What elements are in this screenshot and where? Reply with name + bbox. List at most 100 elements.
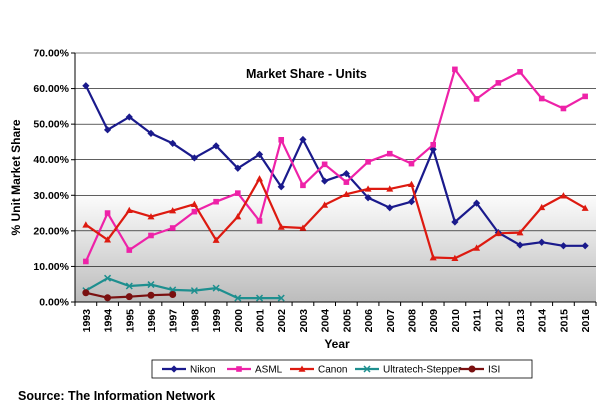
y-tick-label: 50.00% — [33, 119, 69, 131]
series-line-asml — [84, 68, 586, 262]
y-tick-label: 0.00% — [39, 297, 69, 309]
data-point-asml — [408, 160, 415, 167]
data-point-canon — [104, 236, 112, 243]
x-axis-title: Year — [324, 337, 350, 351]
data-point-nikon — [212, 142, 220, 150]
x-tick-label: 2000 — [233, 309, 245, 333]
data-point-ultratech-stepper — [104, 274, 112, 282]
data-point-nikon — [364, 194, 372, 202]
source-caption: Source: The Information Network — [18, 389, 215, 403]
data-point-canon — [125, 206, 133, 214]
x-tick-label: 2016 — [580, 309, 592, 333]
x-tick-label: 1995 — [124, 309, 136, 333]
x-tick-label: 2012 — [493, 309, 505, 333]
legend-marker-nikon — [170, 365, 178, 373]
data-point-canon — [386, 185, 394, 192]
x-tick-label: 2010 — [450, 309, 462, 333]
data-point-canon — [212, 236, 220, 243]
data-point-nikon — [169, 139, 177, 147]
data-point-asml — [560, 105, 567, 112]
y-tick-label: 30.00% — [33, 190, 69, 202]
data-point-nikon — [581, 242, 589, 250]
x-tick-label: 2009 — [428, 309, 440, 333]
legend-label-isi: ISI — [488, 365, 500, 376]
x-tick-label: 2006 — [363, 309, 375, 333]
data-point-nikon — [299, 135, 307, 144]
data-point-asml — [300, 182, 306, 189]
data-point-canon — [581, 204, 589, 211]
data-point-nikon — [473, 199, 481, 207]
data-point-asml — [495, 80, 502, 86]
data-point-ultratech-stepper — [125, 282, 133, 290]
legend-label-ultratech-stepper: Ultratech-Stepper — [383, 365, 462, 376]
legend-label-canon: Canon — [318, 365, 347, 376]
y-tick-label: 40.00% — [33, 154, 69, 166]
data-point-canon — [364, 185, 372, 192]
data-point-isi — [82, 289, 90, 297]
data-point-nikon — [429, 145, 437, 153]
data-point-nikon — [82, 82, 90, 90]
x-tick-label: 1999 — [211, 309, 223, 333]
axes: 0.00% 10.00% 20.00% 30.00% 40.00% 50.00% 60.00… — [33, 48, 597, 333]
data-point-asml — [517, 69, 523, 75]
data-point-asml — [169, 225, 176, 231]
data-point-asml — [321, 161, 328, 168]
data-point-nikon — [451, 218, 459, 226]
data-point-nikon — [559, 242, 568, 250]
data-point-isi — [147, 291, 155, 299]
legend-marker-canon — [298, 365, 306, 372]
data-point-nikon — [321, 177, 329, 185]
x-tick-label: 1997 — [168, 309, 180, 333]
data-point-nikon — [386, 204, 394, 212]
series-markers — [82, 66, 589, 302]
data-point-ultratech-stepper — [212, 284, 220, 292]
data-point-isi — [104, 294, 112, 302]
x-tick-label: 2001 — [255, 309, 267, 333]
data-point-asml — [235, 190, 241, 196]
x-tick-label: 1993 — [81, 309, 93, 333]
data-point-nikon — [407, 198, 416, 206]
data-point-nikon — [342, 169, 350, 178]
legend: Nikon ASML Canon Ultratech-Stepper ISI — [151, 359, 533, 379]
data-point-nikon — [234, 164, 242, 172]
data-point-asml — [83, 258, 89, 265]
data-point-canon — [277, 223, 285, 230]
data-point-nikon — [125, 113, 133, 121]
x-tick-label: 2014 — [537, 309, 549, 333]
x-tick-label: 2007 — [385, 309, 397, 333]
x-tick-label: 2008 — [406, 309, 418, 333]
data-point-nikon — [277, 183, 285, 191]
data-point-ultratech-stepper — [277, 294, 285, 302]
x-tick-label: 2002 — [276, 309, 288, 333]
data-point-canon — [256, 175, 264, 182]
legend-label-asml: ASML — [255, 365, 283, 376]
data-point-ultratech-stepper — [255, 294, 264, 302]
data-point-asml — [582, 93, 588, 100]
data-point-canon — [407, 180, 415, 188]
legend-marker-isi — [468, 365, 476, 373]
series-lines — [84, 68, 586, 300]
data-point-nikon — [190, 154, 198, 162]
x-tick-label: 1998 — [189, 309, 201, 333]
data-point-canon — [321, 201, 329, 208]
series-line-ultratech-stepper — [85, 277, 282, 300]
data-point-asml — [365, 159, 371, 165]
data-point-asml — [126, 247, 133, 253]
data-point-canon — [299, 224, 307, 231]
data-point-canon — [451, 254, 459, 262]
data-point-asml — [213, 198, 219, 205]
data-point-canon — [559, 192, 567, 199]
legend-marker-ultratech-stepper — [363, 365, 371, 373]
data-point-canon — [429, 254, 437, 261]
data-point-ultratech-stepper — [190, 287, 198, 295]
series-line-canon — [85, 177, 586, 260]
y-tick-label: 10.00% — [33, 261, 69, 273]
x-tick-label: 1996 — [146, 309, 158, 333]
data-point-asml — [104, 210, 111, 216]
data-point-asml — [148, 232, 154, 239]
x-tick-label: 2015 — [558, 309, 570, 333]
data-point-ultratech-stepper — [147, 281, 155, 289]
data-point-canon — [342, 190, 350, 198]
